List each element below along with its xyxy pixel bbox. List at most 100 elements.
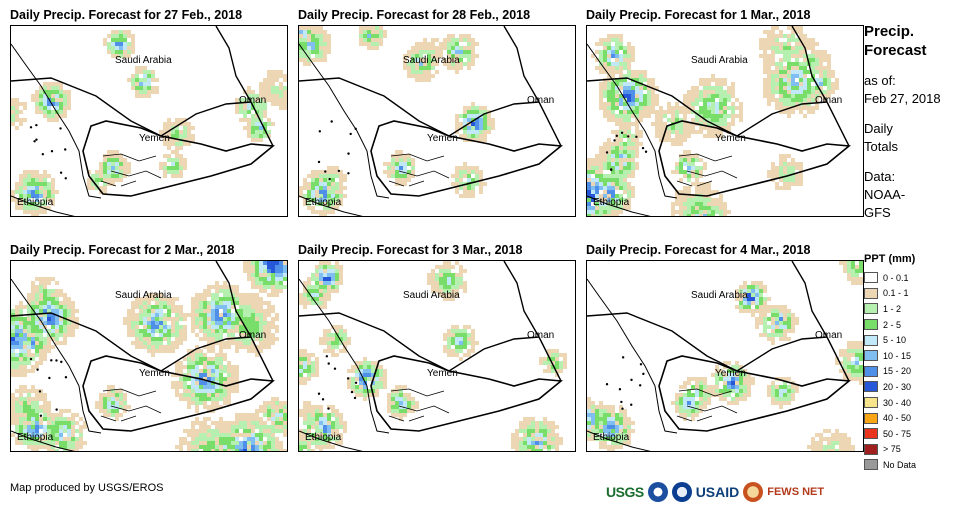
country-label-ethiopia: Ethiopia bbox=[305, 197, 342, 208]
oman-border bbox=[215, 26, 274, 147]
map-canvas bbox=[11, 261, 287, 451]
oman-border bbox=[503, 261, 562, 382]
country-label-saudi: Saudi Arabia bbox=[403, 55, 460, 66]
map-canvas bbox=[299, 26, 564, 216]
yemen-border bbox=[82, 355, 276, 432]
legend-label: 20 - 30 bbox=[883, 381, 912, 392]
yemen-border bbox=[370, 355, 564, 432]
legend-swatch bbox=[864, 381, 878, 393]
legend-item: 1 - 2 bbox=[864, 301, 964, 317]
country-label-saudi: Saudi Arabia bbox=[691, 55, 748, 66]
data-source: Data: NOAA- GFS bbox=[864, 169, 906, 220]
yemen-border bbox=[82, 120, 276, 197]
legend-swatch bbox=[864, 303, 878, 315]
map-canvas bbox=[299, 261, 567, 451]
legend-label: 2 - 5 bbox=[883, 319, 902, 330]
forecast-info: Precip. Forecast as of: Feb 27, 2018 Dai… bbox=[864, 22, 964, 222]
country-label-saudi: Saudi Arabia bbox=[403, 290, 460, 301]
legend-swatch bbox=[864, 334, 878, 346]
gulf-aden-coast bbox=[587, 195, 651, 216]
legend-swatch bbox=[864, 428, 878, 440]
panel-title: Daily Precip. Forecast for 28 Feb., 2018 bbox=[298, 8, 531, 22]
forecast-map-panel: Daily Precip. Forecast for 3 Mar., 2018 S… bbox=[298, 243, 576, 469]
legend-label: 0.1 - 1 bbox=[883, 288, 909, 299]
country-label-oman: Oman bbox=[239, 95, 267, 106]
legend-swatch bbox=[864, 443, 878, 455]
legend-label: 30 - 40 bbox=[883, 397, 912, 408]
saudi-border bbox=[11, 77, 252, 137]
map-canvas bbox=[587, 261, 863, 451]
saudi-border bbox=[11, 312, 252, 372]
red-sea-coast bbox=[299, 278, 390, 434]
fews-net-logo: FEWS NET bbox=[767, 486, 825, 498]
map-canvas bbox=[587, 26, 852, 216]
country-label-ethiopia: Ethiopia bbox=[593, 432, 630, 443]
precip-map: Saudi ArabiaOmanYemenEthiopiaSomalia bbox=[10, 260, 288, 452]
legend-items: 0 - 0.1 0.1 - 1 1 - 2 2 - 5 5 - 10 10 - 15 15 … bbox=[864, 270, 964, 473]
legend-swatch bbox=[864, 319, 878, 331]
yemen-admin-lines bbox=[100, 153, 162, 187]
map-canvas bbox=[11, 26, 287, 216]
country-label-yemen: Yemen bbox=[427, 368, 458, 379]
legend-item: 15 - 20 bbox=[864, 364, 964, 380]
legend-item: 2 - 5 bbox=[864, 317, 964, 333]
legend-swatch bbox=[864, 365, 878, 377]
legend-label: > 75 bbox=[883, 444, 901, 455]
gulf-aden-coast bbox=[299, 195, 363, 216]
country-label-ethiopia: Ethiopia bbox=[305, 432, 342, 443]
nasa-logo-icon bbox=[671, 482, 692, 502]
legend-label: 15 - 20 bbox=[883, 366, 912, 377]
daily-totals-label: Daily Totals bbox=[864, 121, 898, 154]
yemen-admin-lines bbox=[388, 388, 450, 422]
country-label-oman: Oman bbox=[527, 95, 555, 106]
saudi-border bbox=[587, 77, 828, 137]
red-sea-coast bbox=[587, 43, 678, 199]
legend-swatch bbox=[864, 350, 878, 362]
usaid-logo: USAID bbox=[695, 484, 740, 500]
yemen-admin-lines bbox=[388, 153, 450, 187]
fews-globe-icon bbox=[743, 482, 764, 502]
gulf-aden-coast bbox=[11, 430, 75, 451]
legend-label: 50 - 75 bbox=[883, 428, 912, 439]
as-of-date: as of: Feb 27, 2018 bbox=[864, 73, 941, 106]
legend-swatch bbox=[864, 397, 878, 409]
forecast-map-panel: Daily Precip. Forecast for 27 Feb., 2018… bbox=[10, 8, 288, 234]
noaa-logo-icon bbox=[647, 482, 668, 502]
legend-item: 0.1 - 1 bbox=[864, 286, 964, 302]
yemen-border bbox=[658, 355, 852, 432]
legend-item: 30 - 40 bbox=[864, 395, 964, 411]
legend-label: No Data bbox=[883, 459, 917, 470]
legend-label: 0 - 0.1 bbox=[883, 272, 909, 283]
legend-item: 10 - 15 bbox=[864, 348, 964, 364]
country-label-oman: Oman bbox=[815, 330, 843, 341]
forecast-map-panel: Daily Precip. Forecast for 28 Feb., 2018… bbox=[298, 8, 576, 234]
yemen-admin-lines bbox=[676, 153, 738, 187]
panel-title: Daily Precip. Forecast for 3 Mar., 2018 bbox=[298, 243, 523, 257]
map-credit: Map produced by USGS/EROS bbox=[10, 482, 164, 494]
legend-item: 40 - 50 bbox=[864, 410, 964, 426]
legend-swatch bbox=[864, 287, 878, 299]
country-label-saudi: Saudi Arabia bbox=[691, 290, 748, 301]
legend-label: 10 - 15 bbox=[883, 350, 912, 361]
country-label-yemen: Yemen bbox=[139, 133, 170, 144]
red-sea-coast bbox=[11, 43, 102, 199]
oman-border bbox=[503, 26, 562, 147]
panel-title: Daily Precip. Forecast for 27 Feb., 2018 bbox=[10, 8, 243, 22]
country-label-oman: Oman bbox=[527, 330, 555, 341]
gulf-aden-coast bbox=[587, 430, 651, 451]
country-label-oman: Oman bbox=[239, 330, 267, 341]
usgs-logo: USGS bbox=[606, 484, 644, 500]
yemen-border bbox=[658, 120, 852, 197]
oman-border bbox=[791, 26, 850, 147]
country-label-ethiopia: Ethiopia bbox=[17, 197, 54, 208]
forecast-title: Precip. Forecast bbox=[864, 23, 927, 59]
saudi-border bbox=[299, 312, 540, 372]
red-sea-coast bbox=[11, 278, 102, 434]
precip-map: Saudi ArabiaOmanYemenEthiopiaSomalia bbox=[298, 260, 576, 452]
logo-strip: USGS USAID FEWS NET bbox=[606, 480, 824, 504]
forecast-map-panel: Daily Precip. Forecast for 4 Mar., 2018 S… bbox=[586, 243, 864, 469]
forecast-map-panel: Daily Precip. Forecast for 1 Mar., 2018 S… bbox=[586, 8, 864, 234]
oman-border bbox=[215, 261, 274, 382]
legend-swatch bbox=[864, 272, 878, 284]
forecast-map-panel: Daily Precip. Forecast for 2 Mar., 2018 S… bbox=[10, 243, 288, 469]
